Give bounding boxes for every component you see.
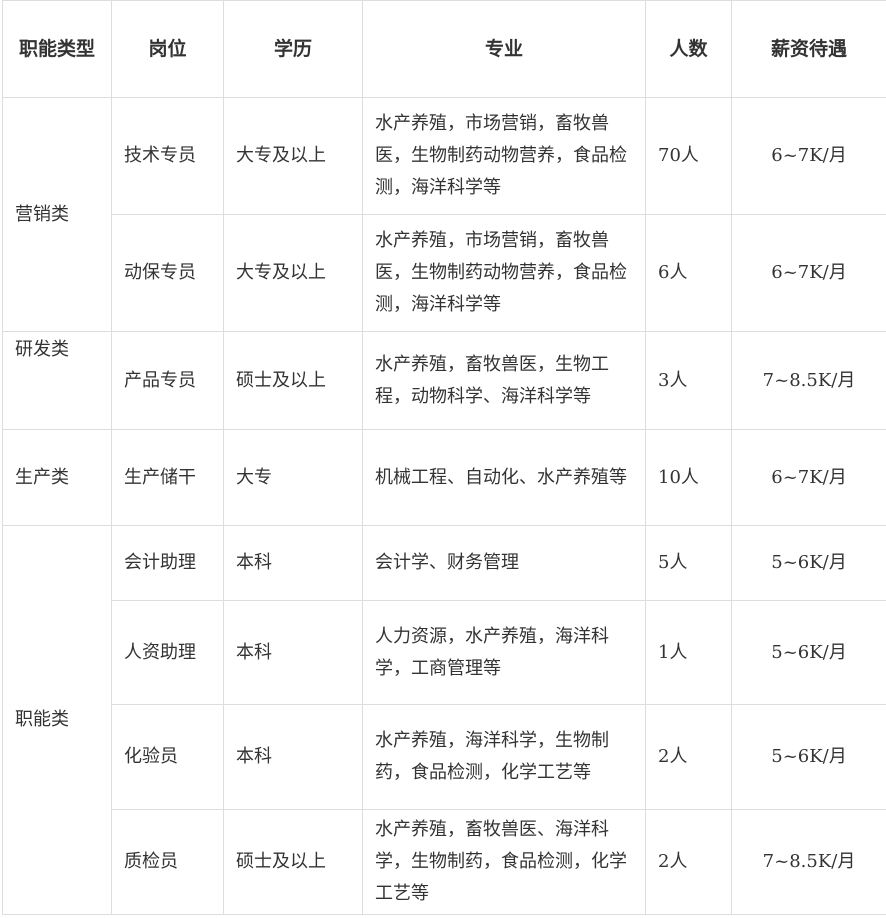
position-cell: 生产储干 bbox=[111, 429, 224, 526]
column-header: 学历 bbox=[223, 0, 363, 98]
table-row: 生产类 生产储干 大专 机械工程、自动化、水产养殖等 10人 6~7K/月 bbox=[2, 429, 886, 526]
major-cell: 水产养殖，畜牧兽医、海洋科学，生物制药，食品检测，化学工艺等 bbox=[362, 809, 646, 915]
education-cell: 本科 bbox=[223, 704, 363, 810]
table-row: 职能类 会计助理 本科 会计学、财务管理 5人 5~6K/月 bbox=[2, 525, 886, 915]
major-cell: 会计学、财务管理 bbox=[362, 525, 646, 601]
category-cell: 研发类 bbox=[2, 331, 112, 430]
salary-cell: 6~7K/月 bbox=[731, 214, 886, 332]
major-cell: 机械工程、自动化、水产养殖等 bbox=[362, 429, 646, 526]
category-cell: 生产类 bbox=[2, 429, 112, 526]
education-cell: 大专及以上 bbox=[223, 214, 363, 332]
salary-cell: 7~8.5K/月 bbox=[731, 809, 886, 915]
education-cell: 硕士及以上 bbox=[223, 809, 363, 915]
count-cell: 6人 bbox=[645, 214, 732, 332]
position-cell: 质检员 bbox=[111, 809, 224, 915]
education-cell: 本科 bbox=[223, 600, 363, 705]
salary-cell: 5~6K/月 bbox=[731, 525, 886, 601]
count-cell: 2人 bbox=[645, 704, 732, 810]
major-cell: 水产养殖，畜牧兽医，生物工程，动物科学、海洋科学等 bbox=[362, 331, 646, 430]
table-row: 化验员 本科 水产养殖，海洋科学，生物制药，食品检测，化学工艺等 2人 5~6K/月 bbox=[3, 704, 886, 810]
position-cell: 技术专员 bbox=[111, 97, 224, 215]
position-cell: 产品专员 bbox=[111, 331, 224, 430]
count-cell: 1人 bbox=[645, 600, 732, 705]
position-cell: 动保专员 bbox=[111, 214, 224, 332]
education-cell: 硕士及以上 bbox=[223, 331, 363, 430]
count-cell: 3人 bbox=[645, 331, 732, 430]
column-header: 职能类型 bbox=[2, 0, 112, 98]
table-row: 动保专员 大专及以上 水产养殖，市场营销，畜牧兽医，生物制药动物营养，食品检测，海洋… bbox=[3, 214, 886, 332]
education-cell: 本科 bbox=[223, 525, 363, 601]
salary-cell: 5~6K/月 bbox=[731, 600, 886, 705]
column-header: 专业 bbox=[362, 0, 646, 98]
major-cell: 水产养殖，市场营销，畜牧兽医，生物制药动物营养，食品检测，海洋科学等 bbox=[362, 214, 646, 332]
table-row: 营销类 技术专员 大专及以上 水产养殖，市场营销，畜牧兽医，生物制药动物营养，食品检测… bbox=[2, 97, 886, 332]
major-cell: 水产养殖，市场营销，畜牧兽医，生物制药动物营养，食品检测，海洋科学等 bbox=[362, 97, 646, 215]
salary-cell: 7~8.5K/月 bbox=[731, 331, 886, 430]
table-row: 质检员 硕士及以上 水产养殖，畜牧兽医、海洋科学，生物制药，食品检测，化学工艺等 2人… bbox=[3, 809, 886, 915]
salary-cell: 6~7K/月 bbox=[731, 429, 886, 526]
category-cell: 营销类 bbox=[2, 97, 112, 332]
column-header: 人数 bbox=[645, 0, 732, 98]
header-row: 职能类型 岗位 学历 专业 人数 薪资待遇 bbox=[2, 0, 886, 98]
position-cell: 化验员 bbox=[111, 704, 224, 810]
table-row: 研发类 产品专员 硕士及以上 水产养殖，畜牧兽医，生物工程，动物科学、海洋科学等 3人 7… bbox=[2, 331, 886, 430]
column-header: 薪资待遇 bbox=[731, 0, 886, 98]
education-cell: 大专及以上 bbox=[223, 97, 363, 215]
column-header: 岗位 bbox=[111, 0, 224, 98]
salary-cell: 5~6K/月 bbox=[731, 704, 886, 810]
major-cell: 水产养殖，海洋科学，生物制药，食品检测，化学工艺等 bbox=[362, 704, 646, 810]
position-cell: 人资助理 bbox=[111, 600, 224, 705]
education-cell: 大专 bbox=[223, 429, 363, 526]
count-cell: 2人 bbox=[645, 809, 732, 915]
count-cell: 10人 bbox=[645, 429, 732, 526]
count-cell: 70人 bbox=[645, 97, 732, 215]
salary-cell: 6~7K/月 bbox=[731, 97, 886, 215]
table-row: 人资助理 本科 人力资源，水产养殖，海洋科学，工商管理等 1人 5~6K/月 bbox=[3, 600, 886, 705]
count-cell: 5人 bbox=[645, 525, 732, 601]
category-cell: 职能类 bbox=[2, 525, 112, 915]
major-cell: 人力资源，水产养殖，海洋科学，工商管理等 bbox=[362, 600, 646, 705]
position-cell: 会计助理 bbox=[111, 525, 224, 601]
